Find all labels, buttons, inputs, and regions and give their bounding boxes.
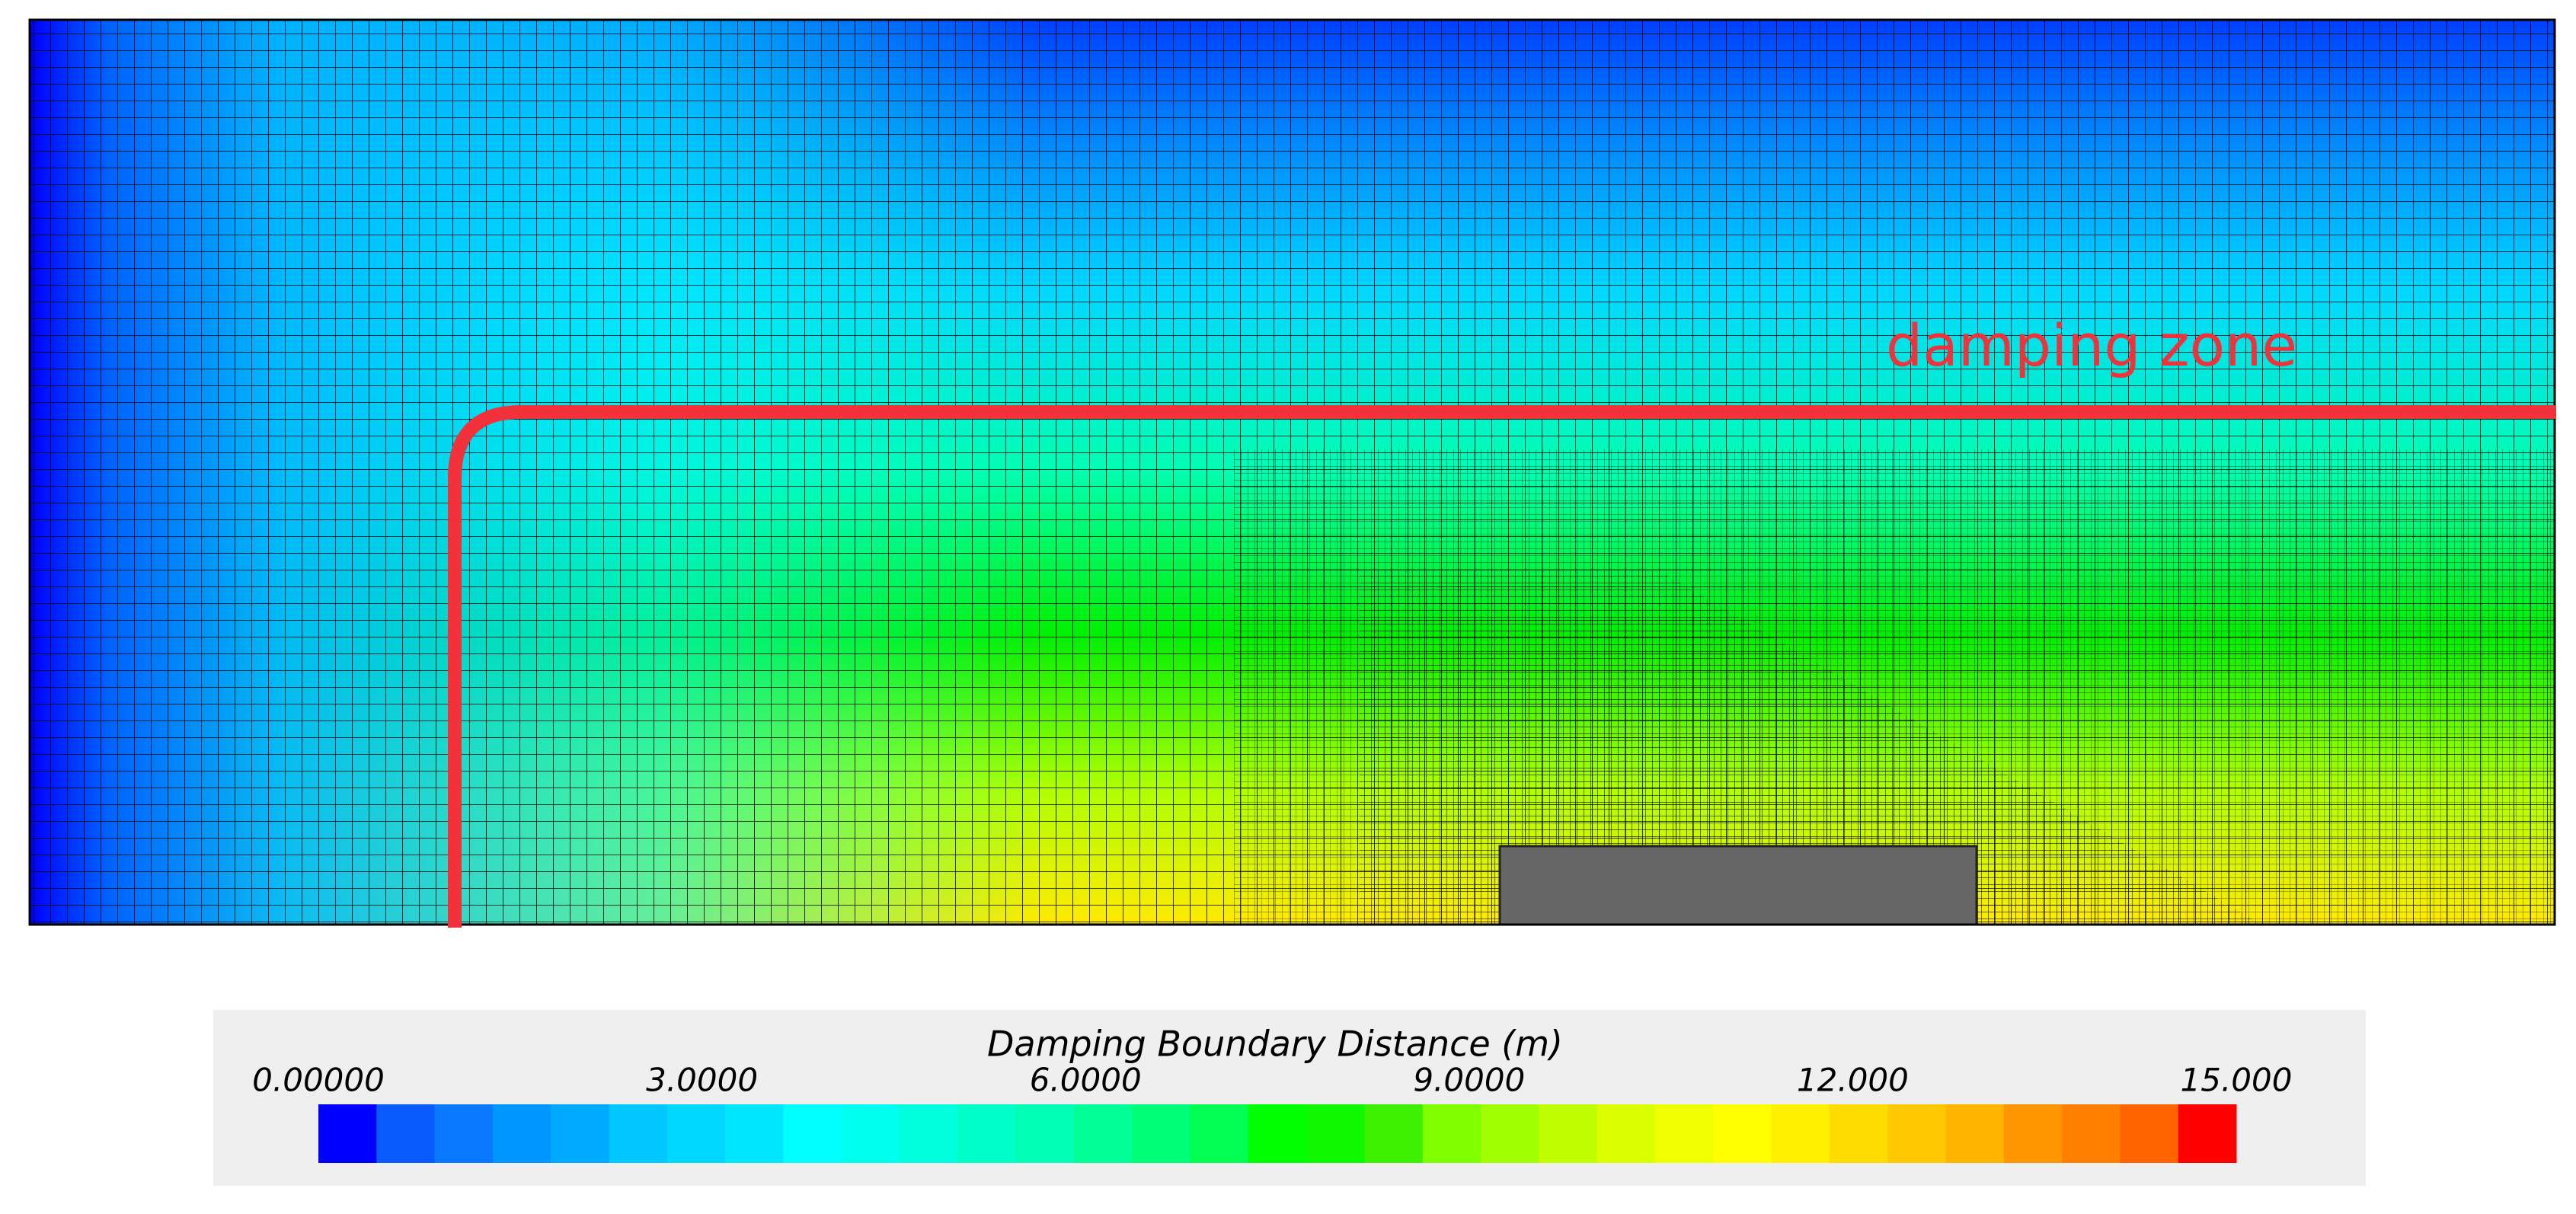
colorbar-swatch bbox=[1713, 1104, 1772, 1163]
structure bbox=[1498, 845, 1978, 926]
colorbar-swatch bbox=[1190, 1104, 1249, 1163]
colorbar-swatch bbox=[2062, 1104, 2121, 1163]
plot-border bbox=[28, 18, 2556, 926]
colorbar-swatch bbox=[1015, 1104, 1075, 1163]
colorbar-swatch bbox=[2003, 1104, 2063, 1163]
colorbar-swatch bbox=[609, 1104, 668, 1163]
colorbar-swatch bbox=[666, 1104, 726, 1163]
colorbar-swatch bbox=[725, 1104, 784, 1163]
colorbar-title: Damping Boundary Distance (m) bbox=[987, 1024, 1563, 1065]
colorbar-swatch bbox=[1481, 1104, 1539, 1163]
colorbar-swatch bbox=[551, 1104, 610, 1163]
colorbar-swatch bbox=[2120, 1104, 2179, 1163]
colorbar-swatch bbox=[2178, 1104, 2237, 1163]
colorbar-swatch bbox=[1887, 1104, 1946, 1163]
colorbar-tick-label: 15.000 bbox=[2181, 1062, 2293, 1099]
damping-boundary bbox=[448, 405, 2556, 928]
colorbar-swatch bbox=[841, 1104, 900, 1163]
contour-plot: damping zone bbox=[28, 18, 2556, 928]
annotation: damping zone bbox=[1886, 311, 2297, 379]
colorbar-swatch bbox=[434, 1104, 494, 1163]
colorbar-swatch bbox=[1945, 1104, 2005, 1163]
colorbar-swatch bbox=[1132, 1104, 1191, 1163]
colorbar-tick-label: 0.00000 bbox=[252, 1062, 385, 1099]
colorbar-swatch bbox=[492, 1104, 551, 1163]
colorbar-tick-label: 6.0000 bbox=[1030, 1062, 1142, 1099]
colorbar-swatch bbox=[1539, 1104, 1598, 1163]
colorbar-swatch bbox=[783, 1104, 842, 1163]
colorbar-swatch bbox=[1596, 1104, 1656, 1163]
colorbar-swatch bbox=[1771, 1104, 1830, 1163]
colorbar-swatch bbox=[1364, 1104, 1424, 1163]
colorbar-swatch bbox=[957, 1104, 1017, 1163]
colorbar-swatch bbox=[900, 1104, 958, 1163]
colorbar-tick-label: 12.000 bbox=[1797, 1062, 1909, 1099]
colorbar-swatch bbox=[1306, 1104, 1365, 1163]
colorbar-swatch bbox=[1829, 1104, 1888, 1163]
colorbar-tick-label: 3.0000 bbox=[646, 1062, 758, 1099]
mesh-dense bbox=[1360, 571, 2262, 925]
colorbar-swatch bbox=[376, 1104, 436, 1163]
colorbar-swatch bbox=[1422, 1104, 1481, 1163]
colorbar-tick-label: 9.0000 bbox=[1413, 1062, 1525, 1099]
colorbar: Damping Boundary Distance (m) 0.00000 3.0… bbox=[213, 1010, 2366, 1186]
colorbar-swatch bbox=[1248, 1104, 1307, 1163]
colorbar-swatch bbox=[1654, 1104, 1714, 1163]
colorbar-swatch bbox=[318, 1104, 377, 1163]
colorbar-swatch bbox=[1073, 1104, 1133, 1163]
